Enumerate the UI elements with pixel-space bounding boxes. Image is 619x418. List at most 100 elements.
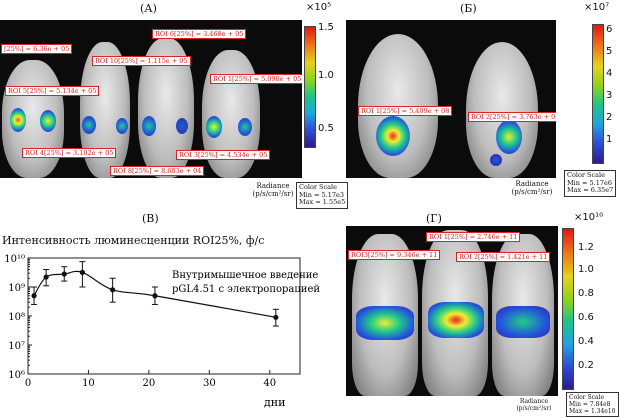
color-scale-box: Color Scale Min = 7.84e8 Max = 1.34e10 [566, 392, 619, 417]
color-scale-min: Min = 5.17e6 [567, 178, 612, 187]
signal-spot [40, 110, 56, 132]
signal-spot [206, 116, 222, 138]
colorbar-tick: 0.2 [578, 360, 594, 371]
y-tick-label: 10⁷ [8, 341, 25, 352]
data-point [31, 293, 37, 299]
colorbar-tick: 1.0 [578, 264, 594, 275]
colorbar [562, 228, 574, 390]
color-scale-min: Min = 7.84e8 [569, 401, 611, 408]
radiance-title: Radiance [256, 182, 290, 190]
color-scale-title: Color Scale [299, 183, 337, 191]
color-scale-min: Min = 5.17e3 [299, 190, 344, 199]
legend-line-2: pGL4.51 с электропорацией [172, 284, 320, 295]
colorbar-tick: 4 [606, 68, 613, 79]
color-scale-title: Color Scale [569, 394, 605, 401]
roi-label: ROI 1[25%] = 5.409e + 08 [358, 106, 453, 116]
y-tick-label: 10⁶ [8, 370, 25, 381]
colorbar-tick: 0.5 [318, 123, 334, 134]
signal-spot [116, 118, 128, 134]
data-point [61, 271, 67, 277]
colorbar-tick: 1.5 [318, 22, 334, 33]
colorbar-tick: 0.4 [578, 336, 594, 347]
color-scale-title: Color Scale [567, 171, 605, 179]
chart-title: Интенсивность люминесценции ROI25%, ф/с [2, 234, 265, 247]
x-tick-label: 0 [25, 378, 31, 389]
roi-label: ROI 5[25%] = 5.134e + 05 [5, 86, 100, 96]
signal-band [496, 306, 550, 338]
colorbar-tick: 0.6 [578, 312, 594, 323]
y-tick-label: 10¹⁰ [4, 254, 25, 265]
roi-label: ROI 6[25%] = 3.468e + 05 [152, 29, 247, 39]
x-axis-label: дни [264, 396, 285, 409]
legend-line-1: Внутримышечное введение [172, 270, 318, 281]
signal-spot [10, 108, 26, 132]
colorbar [304, 26, 316, 148]
panel-c-label: (В) [142, 212, 159, 225]
x-tick-label: 40 [263, 378, 276, 389]
roi-label: ROI 4[25%] = 3.102e + 05 [22, 148, 117, 158]
colorbar-tick: 1 [606, 134, 613, 145]
panel-b-label: (Б) [460, 2, 477, 15]
roi-label: [25%] = 6.36e + 05 [1, 44, 73, 54]
radiance-label: Radiance (p/s/cm²/sr) [504, 398, 564, 412]
luminescence-chart: 0 10 20 30 40 10⁶ 10⁷ 10⁸ 10⁹ 10¹⁰ Внутримышечное… [4, 254, 320, 409]
colorbar-tick: 1.0 [318, 70, 334, 81]
radiance-label: Radiance (p/s/cm²/sr) [500, 180, 564, 196]
signal-spot [176, 118, 188, 134]
signal-spot [142, 116, 156, 136]
panel-a-label: (А) [140, 2, 157, 15]
color-scale-max: Max = 1.55e5 [299, 198, 346, 206]
roi-label: ROI 8[25%] = 8.683e + 04 [110, 166, 205, 176]
roi-label: ROI 3[25%] = 4.534e + 05 [176, 150, 271, 160]
signal-band [428, 302, 484, 338]
x-tick-label: 20 [143, 378, 156, 389]
y-tick-label: 10⁹ [8, 283, 25, 294]
colorbar-tick: 1.2 [578, 242, 594, 253]
signal-spot [82, 116, 96, 134]
data-point [43, 274, 49, 280]
radiance-units: (p/s/cm²/sr) [516, 405, 552, 412]
colorbar-tick: 5 [606, 46, 613, 57]
roi-label: ROI 2[25%] = 1.421e + 11 [456, 252, 551, 262]
colorbar-tick: 0.8 [578, 288, 594, 299]
radiance-label: Radiance (p/s/cm²/sr) [240, 182, 306, 198]
colorbar-exponent: ×10⁷ [584, 2, 610, 13]
roi-label: ROI 10[25%] = 1.115e + 05 [92, 56, 191, 66]
data-point [273, 314, 279, 320]
roi-label: ROI 2[25%] = 3.763e + 08 [468, 112, 556, 122]
data-point [152, 293, 158, 299]
mouse [466, 42, 538, 178]
signal-band [356, 306, 414, 340]
radiance-title: Radiance [519, 398, 549, 405]
radiance-units: (p/s/cm²/sr) [252, 190, 294, 198]
radiance-title: Radiance [515, 180, 549, 188]
colorbar-exponent: ×10¹⁰ [574, 212, 604, 223]
colorbar-tick: 6 [606, 24, 613, 35]
data-point [79, 269, 85, 275]
data-point [110, 287, 116, 293]
panel-a-image: [25%] = 6.36e + 05 ROI 10[25%] = 1.115e … [0, 20, 302, 178]
color-scale-box: Color Scale Min = 5.17e6 Max = 6.35e7 [564, 170, 617, 197]
y-tick-label: 10⁸ [8, 312, 25, 323]
color-scale-box: Color Scale Min = 5.17e3 Max = 1.55e5 [296, 182, 349, 209]
roi-label: ROI3[25%] = 9.346e + 11 [348, 250, 441, 260]
x-tick-label: 10 [82, 378, 95, 389]
chart-series [31, 261, 279, 327]
signal-spot [238, 118, 252, 136]
radiance-units: (p/s/cm²/sr) [511, 188, 553, 196]
panel-b-image: ROI 1[25%] = 5.409e + 08 ROI 2[25%] = 3.… [346, 20, 556, 178]
roi-label: ROI 1[25%] = 5.098e + 05 [210, 74, 302, 84]
color-scale-max: Max = 1.34e10 [569, 408, 616, 415]
x-tick-label: 30 [203, 378, 216, 389]
signal-spot [490, 154, 502, 166]
signal-spot [496, 120, 522, 154]
color-scale-max: Max = 6.35e7 [567, 186, 614, 194]
colorbar-exponent: ×10⁵ [306, 2, 332, 13]
signal-spot [376, 116, 410, 156]
colorbar-tick: 2 [606, 112, 613, 123]
colorbar [592, 24, 604, 164]
roi-label: ROI 1[25%] = 2.746e + 11 [426, 232, 521, 242]
panel-d-image: ROI 1[25%] = 2.746e + 11 ROI3[25%] = 9.3… [346, 226, 558, 396]
colorbar-tick: 3 [606, 90, 613, 101]
panel-d-label: (Г) [426, 212, 442, 225]
